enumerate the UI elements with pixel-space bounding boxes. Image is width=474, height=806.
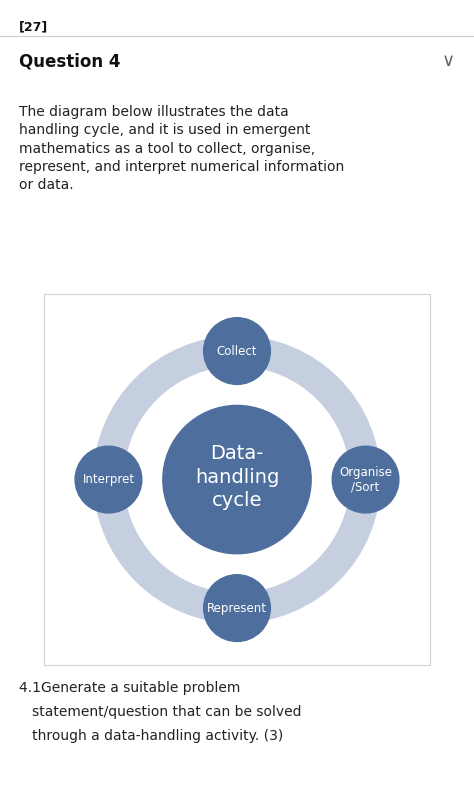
Text: Organise
/Sort: Organise /Sort: [339, 466, 392, 493]
Text: [27]: [27]: [19, 20, 48, 33]
Text: Question 4: Question 4: [19, 52, 120, 70]
Circle shape: [332, 447, 399, 513]
Text: The diagram below illustrates the data
handling cycle, and it is used in emergen: The diagram below illustrates the data h…: [19, 105, 344, 193]
Circle shape: [163, 405, 311, 554]
Text: statement/question that can be solved: statement/question that can be solved: [19, 705, 301, 719]
Text: ∨: ∨: [442, 52, 455, 70]
Circle shape: [204, 318, 270, 384]
Text: Interpret: Interpret: [82, 473, 135, 486]
Circle shape: [75, 447, 142, 513]
Text: Collect: Collect: [217, 344, 257, 358]
Text: Represent: Represent: [207, 601, 267, 615]
Text: 4.1Generate a suitable problem: 4.1Generate a suitable problem: [19, 681, 240, 695]
Text: through a data-handling activity. (3): through a data-handling activity. (3): [19, 729, 283, 743]
Circle shape: [204, 575, 270, 642]
Text: Data-
handling
cycle: Data- handling cycle: [195, 444, 279, 510]
